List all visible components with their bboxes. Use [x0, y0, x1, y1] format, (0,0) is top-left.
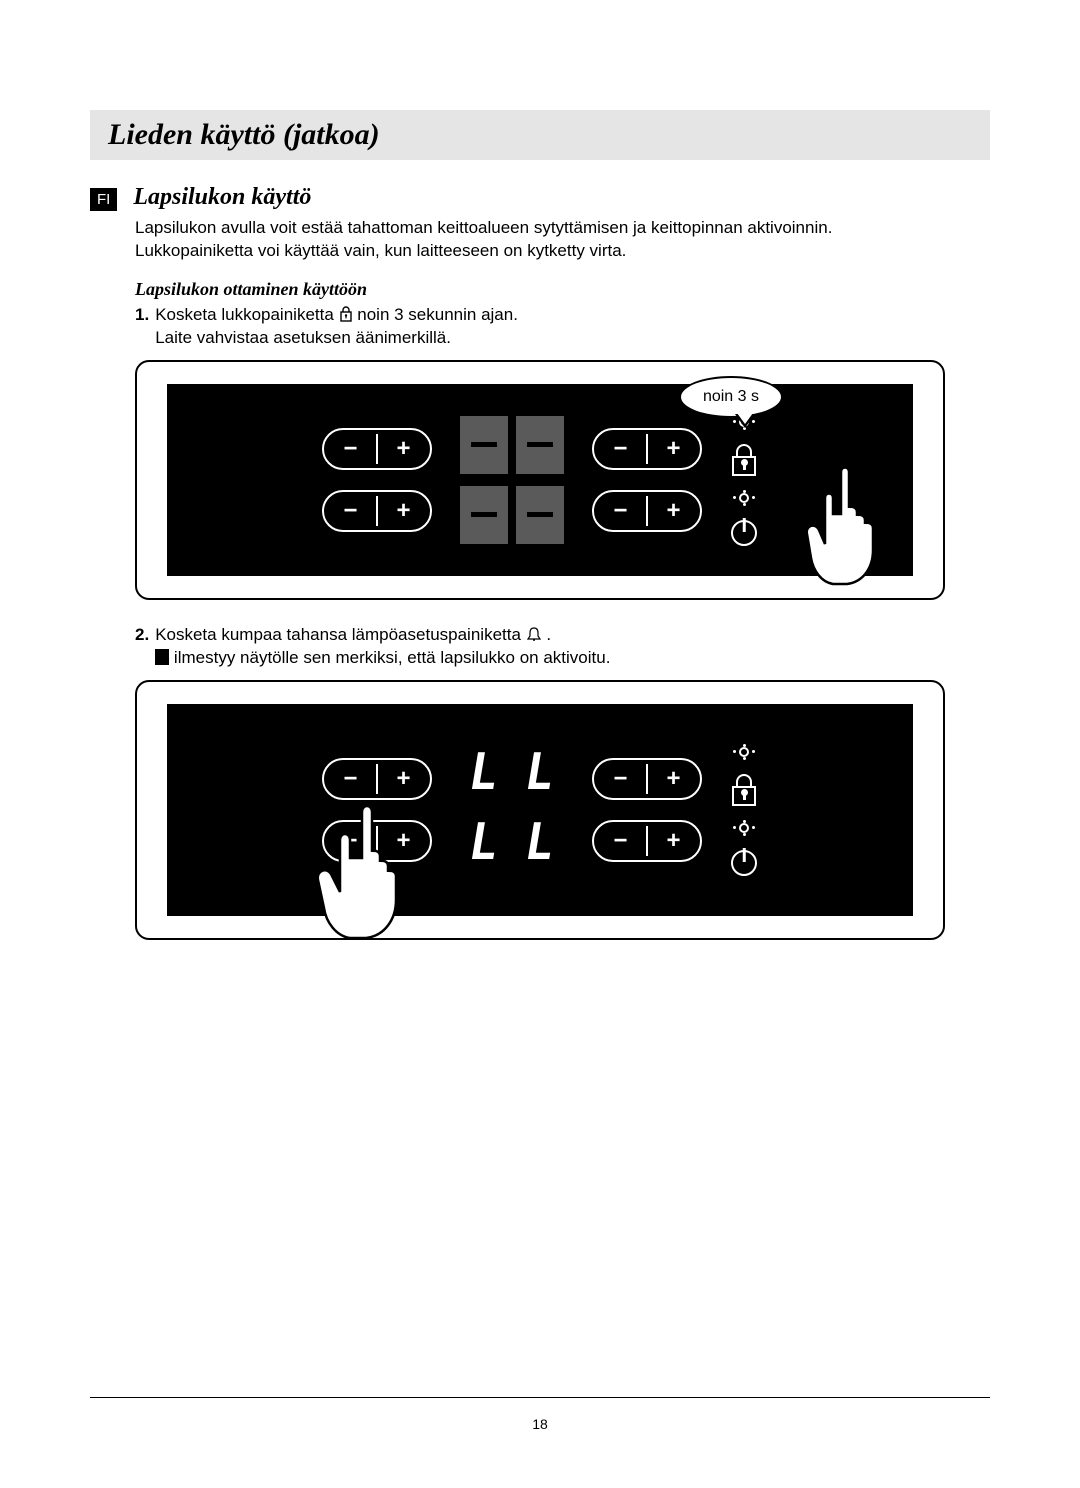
plus-icon: + — [377, 492, 430, 530]
intro-line-1: Lapsilukon avulla voit estää tahattoman … — [135, 218, 832, 237]
page-number: 18 — [532, 1416, 548, 1432]
right-button-group: − + − + — [592, 758, 702, 862]
section-heading-row: FI Lapsilukon käyttö — [90, 184, 990, 211]
display-segment — [460, 416, 508, 474]
left-button-group: − + − + — [322, 428, 432, 532]
step-1-body: Kosketa lukkopainiketta noin 3 sekunnin … — [155, 304, 990, 350]
right-button-group: − + − + — [592, 428, 702, 532]
indicator-dots-icon — [733, 490, 755, 506]
lock-button-icon[interactable] — [730, 774, 758, 806]
display-segment: L — [516, 816, 564, 874]
l-symbol-icon — [155, 649, 169, 665]
section-title: Lapsilukon käyttö — [133, 184, 311, 211]
minus-icon: − — [594, 760, 647, 798]
display-segment: L — [460, 746, 508, 804]
plus-icon: + — [377, 760, 430, 798]
lock-button-icon[interactable] — [730, 444, 758, 476]
minus-icon: − — [594, 430, 647, 468]
language-badge: FI — [90, 188, 117, 211]
footer-rule — [90, 1397, 990, 1398]
step-2-text-a: Kosketa kumpaa tahansa lämpöasetuspainik… — [155, 625, 525, 644]
indicator-dots-icon — [733, 820, 755, 836]
step-2-body: Kosketa kumpaa tahansa lämpöasetuspainik… — [155, 624, 990, 670]
display-group — [460, 416, 564, 544]
control-panel-figure-2: − + − + L L L L − — [135, 680, 945, 940]
display-segment — [516, 416, 564, 474]
control-panel: − + − + L L L L − — [167, 704, 913, 916]
plus-icon: + — [647, 822, 700, 860]
step-2-text-b: . — [546, 625, 551, 644]
side-icon-column — [730, 744, 758, 876]
minus-icon: − — [594, 822, 647, 860]
plus-icon: + — [647, 492, 700, 530]
minus-icon: − — [324, 760, 377, 798]
minus-icon: − — [324, 492, 377, 530]
plus-icon: + — [647, 760, 700, 798]
heat-button-bottom-right[interactable]: − + — [592, 820, 702, 862]
display-group: L L L L — [460, 746, 564, 874]
step-1-text-c: Laite vahvistaa asetuksen äänimerkillä. — [155, 328, 451, 347]
bell-icon — [526, 626, 542, 642]
step-1-number: 1. — [135, 304, 149, 327]
power-button-icon[interactable] — [731, 850, 757, 876]
hand-pointer-icon — [302, 794, 432, 944]
page-title: Lieden käyttö (jatkoa) — [108, 118, 972, 152]
display-segment: L — [460, 816, 508, 874]
plus-icon: + — [377, 430, 430, 468]
control-panel-figure-1: noin 3 s − + − + — [135, 360, 945, 600]
step-1: 1. Kosketa lukkopainiketta noin 3 sekunn… — [135, 304, 990, 350]
lock-icon — [339, 306, 353, 322]
heat-button-top-left[interactable]: − + — [322, 428, 432, 470]
display-segment — [516, 486, 564, 544]
power-button-icon[interactable] — [731, 520, 757, 546]
step-2-text-c: ilmestyy näytölle sen merkiksi, että lap… — [174, 648, 611, 667]
step-2: 2. Kosketa kumpaa tahansa lämpöasetuspai… — [135, 624, 990, 670]
minus-icon: − — [324, 430, 377, 468]
plus-icon: + — [647, 430, 700, 468]
side-icon-column — [730, 414, 758, 546]
heat-button-top-right[interactable]: − + — [592, 758, 702, 800]
indicator-dots-icon — [733, 744, 755, 760]
subsection-title: Lapsilukon ottaminen käyttöön — [135, 279, 990, 300]
manual-page: Lieden käyttö (jatkoa) FI Lapsilukon käy… — [0, 0, 1080, 1024]
heat-button-bottom-left[interactable]: − + — [322, 490, 432, 532]
heat-button-top-right[interactable]: − + — [592, 428, 702, 470]
page-header-bar: Lieden käyttö (jatkoa) — [90, 110, 990, 160]
duration-callout: noin 3 s — [679, 376, 783, 418]
step-2-number: 2. — [135, 624, 149, 647]
step-1-text-b: noin 3 sekunnin ajan. — [357, 305, 518, 324]
heat-button-bottom-right[interactable]: − + — [592, 490, 702, 532]
display-segment — [460, 486, 508, 544]
intro-line-2: Lukkopainiketta voi käyttää vain, kun la… — [135, 241, 626, 260]
minus-icon: − — [594, 492, 647, 530]
step-1-text-a: Kosketa lukkopainiketta — [155, 305, 338, 324]
display-segment: L — [516, 746, 564, 804]
intro-paragraph: Lapsilukon avulla voit estää tahattoman … — [135, 217, 990, 263]
hand-pointer-icon — [793, 458, 903, 588]
